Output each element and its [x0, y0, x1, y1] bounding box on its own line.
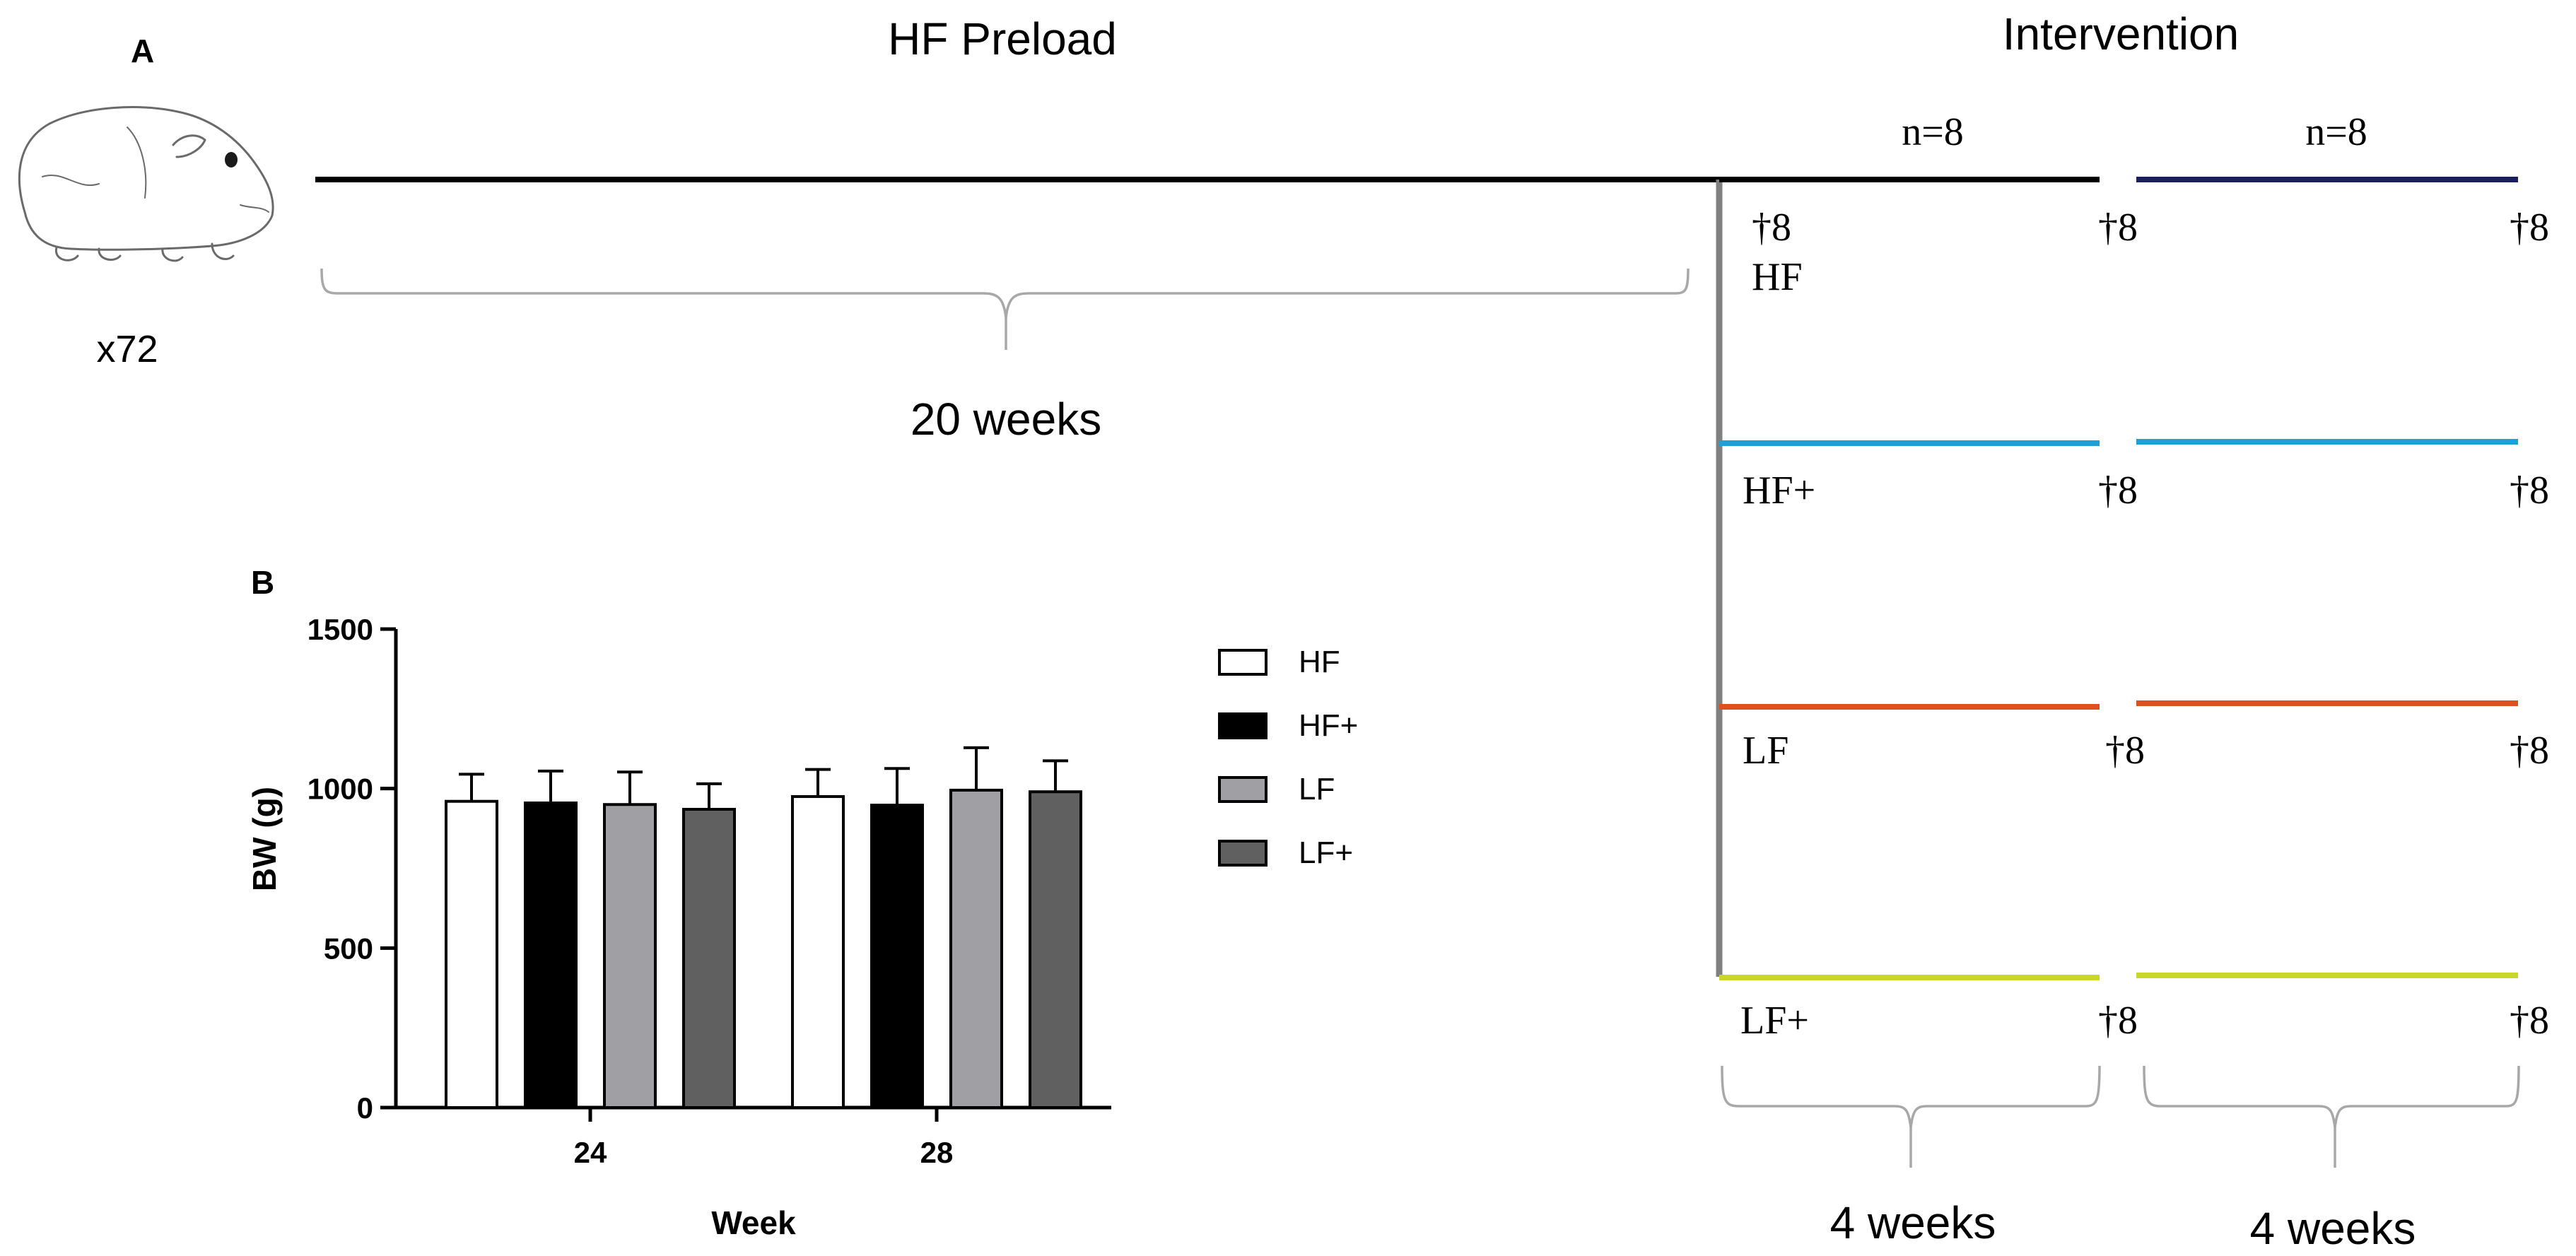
second-period-brace — [2143, 1065, 2520, 1168]
legend-swatch — [1218, 712, 1267, 739]
group-hf-plus: HF+ †8 †8 — [1719, 439, 2549, 512]
bar-lf-plus-week-24 — [682, 808, 736, 1109]
bar-hf-week-28 — [791, 794, 845, 1109]
lf-plus-dagger-mid: †8 — [2098, 999, 2138, 1043]
hf-dagger-start: †8 — [1752, 206, 1791, 250]
x-axis-title: Week — [711, 1204, 796, 1241]
bar-lf-week-24 — [603, 803, 657, 1109]
y-tick-label: 1500 — [308, 613, 373, 646]
hf-dagger-end: †8 — [2510, 206, 2549, 250]
lf-dagger-end: †8 — [2510, 729, 2549, 773]
lf-plus-label: LF+ — [1740, 999, 1809, 1043]
guinea-pig-icon — [18, 106, 274, 262]
second-period-duration: 4 weeks — [2250, 1203, 2416, 1254]
legend-label: HF — [1299, 645, 1340, 679]
hf-dagger-mid: †8 — [2098, 206, 2138, 250]
panel-b-label: B — [251, 564, 274, 601]
legend-swatch — [1218, 840, 1267, 867]
legend-swatch — [1218, 776, 1267, 803]
x-tick-label: 24 — [574, 1136, 607, 1169]
panel-a: A x72 HF Preload 20 weeks Intervention n… — [18, 8, 2549, 1254]
first-period-brace — [1721, 1065, 2101, 1168]
bar-hf-plus-week-24 — [524, 801, 578, 1110]
animal-count: x72 — [96, 328, 158, 370]
legend-label: LF+ — [1299, 835, 1353, 870]
bar-lf-plus-week-28 — [1029, 790, 1082, 1110]
panel-b-chart: B BW (g) Week 0 500 1000 1500 24 28 HF HF+ LF LF… — [246, 564, 1358, 1241]
y-tick-label: 0 — [357, 1091, 373, 1125]
group-hf: †8 HF †8 †8 — [1719, 177, 2549, 299]
guinea-pig-eye-icon — [225, 152, 238, 168]
panel-a-label: A — [131, 33, 154, 69]
lf-dagger-mid: †8 — [2105, 729, 2145, 773]
y-axis-title: BW (g) — [246, 787, 283, 891]
hf-plus-dagger-end: †8 — [2510, 469, 2549, 512]
legend-label: HF+ — [1299, 708, 1358, 743]
legend-label: LF — [1299, 772, 1335, 806]
chart-axes: 0 500 1000 1500 24 28 — [308, 613, 1111, 1169]
chart-bars — [445, 746, 1082, 1110]
y-tick-label: 500 — [324, 932, 373, 965]
bar-lf-week-28 — [949, 788, 1003, 1109]
y-tick-label: 1000 — [308, 773, 373, 806]
lf-label: LF — [1743, 729, 1788, 773]
n-second-period: n=8 — [2305, 110, 2367, 154]
n-first-period: n=8 — [1902, 110, 1964, 154]
bar-hf-plus-week-28 — [870, 804, 924, 1109]
chart-legend: HF HF+ LF LF+ — [1218, 645, 1358, 870]
first-period-duration: 4 weeks — [1830, 1197, 1996, 1248]
intervention-title: Intervention — [2003, 8, 2239, 59]
preload-duration: 20 weeks — [911, 394, 1101, 445]
x-tick-label: 28 — [920, 1136, 954, 1169]
bar-hf-week-24 — [445, 799, 498, 1109]
hf-plus-dagger-mid: †8 — [2098, 469, 2138, 512]
hf-label: HF — [1752, 255, 1803, 299]
preload-title: HF Preload — [888, 13, 1117, 64]
group-lf: LF †8 †8 — [1719, 700, 2549, 773]
group-lf-plus: LF+ †8 †8 — [1719, 973, 2549, 1043]
legend-swatch — [1218, 649, 1267, 676]
lf-plus-dagger-end: †8 — [2510, 999, 2549, 1043]
preload-brace — [320, 268, 1690, 350]
hf-plus-label: HF+ — [1743, 469, 1815, 512]
